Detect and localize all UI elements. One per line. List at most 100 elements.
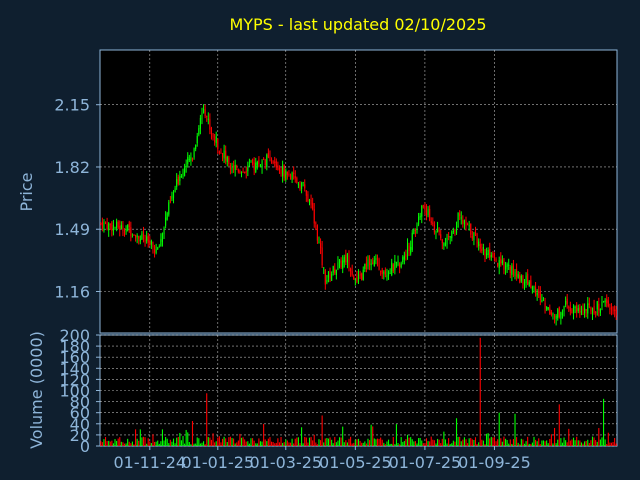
candle-body bbox=[280, 169, 282, 174]
volume-bar bbox=[364, 441, 366, 446]
volume-bars bbox=[100, 337, 617, 446]
candle-body bbox=[391, 262, 393, 275]
candle-body bbox=[201, 112, 203, 120]
candle-body bbox=[106, 224, 108, 230]
volume-bar bbox=[418, 438, 420, 446]
volume-bar bbox=[381, 439, 383, 446]
candle-body bbox=[185, 165, 187, 167]
volume-bar bbox=[120, 441, 122, 446]
candle-body bbox=[497, 263, 499, 266]
candle-body bbox=[229, 165, 231, 169]
volume-bar bbox=[606, 443, 608, 446]
price-panel bbox=[99, 49, 618, 334]
candle-body bbox=[565, 301, 567, 305]
volume-bar bbox=[119, 437, 121, 446]
volume-bar bbox=[432, 439, 434, 446]
candle-body bbox=[153, 246, 156, 253]
candle-body bbox=[591, 307, 594, 314]
candle-body bbox=[112, 224, 114, 232]
volume-bar bbox=[340, 437, 342, 446]
volume-tick-label: 60 bbox=[70, 404, 90, 423]
candle-body bbox=[275, 161, 277, 167]
volume-bar bbox=[487, 433, 489, 446]
volume-bar bbox=[572, 437, 575, 446]
candle-body bbox=[127, 224, 129, 231]
volume-bar bbox=[122, 442, 124, 446]
candle-body bbox=[233, 165, 235, 168]
candle-body bbox=[332, 266, 334, 273]
candle-body bbox=[381, 269, 383, 274]
candle-body bbox=[601, 301, 603, 307]
candle-body bbox=[259, 164, 262, 167]
volume-bar bbox=[182, 436, 184, 446]
candle-body bbox=[204, 109, 206, 117]
volume-bar bbox=[599, 439, 601, 446]
volume-bar bbox=[266, 441, 268, 446]
candle-body bbox=[599, 309, 601, 313]
volume-bar bbox=[370, 424, 372, 446]
candle-body bbox=[357, 275, 360, 282]
candle-body bbox=[440, 234, 442, 239]
volume-bar bbox=[527, 436, 529, 446]
volume-bar bbox=[237, 440, 239, 446]
candle-body bbox=[424, 206, 426, 210]
candle-body bbox=[334, 268, 336, 274]
volume-bar bbox=[323, 442, 325, 446]
volume-bar bbox=[185, 429, 187, 446]
candle-body bbox=[198, 128, 200, 135]
candle-body bbox=[206, 115, 208, 117]
candle-body bbox=[131, 236, 133, 238]
candle-body bbox=[359, 273, 361, 276]
candle-body bbox=[239, 170, 241, 174]
candle-body bbox=[179, 176, 181, 182]
volume-bar bbox=[500, 438, 502, 446]
candle-body bbox=[286, 171, 288, 175]
candle-body bbox=[270, 159, 273, 161]
volume-bar bbox=[399, 444, 401, 446]
volume-bar bbox=[465, 439, 467, 446]
volume-bar bbox=[248, 443, 250, 446]
candle-body bbox=[609, 308, 611, 310]
volume-bar bbox=[259, 441, 262, 446]
volume-bar bbox=[582, 443, 584, 446]
volume-bar bbox=[566, 442, 568, 446]
x-tick-label: 01-03-25 bbox=[249, 453, 322, 472]
volume-bar bbox=[229, 436, 231, 446]
price-axis-label: Price bbox=[17, 172, 36, 211]
candle-body bbox=[580, 311, 582, 313]
volume-bar bbox=[177, 436, 179, 446]
volume-bar bbox=[231, 438, 233, 446]
candle-body bbox=[408, 245, 410, 251]
candle-body bbox=[438, 229, 440, 232]
candle-body bbox=[256, 162, 258, 166]
candle-body bbox=[539, 291, 541, 301]
volume-bar bbox=[345, 440, 347, 446]
candle-body bbox=[296, 178, 298, 184]
candle-body bbox=[117, 221, 119, 228]
candle-body bbox=[364, 263, 366, 269]
candle-body bbox=[244, 171, 246, 173]
volume-bar bbox=[133, 444, 135, 446]
candle-body bbox=[182, 173, 184, 176]
volume-bar bbox=[158, 443, 160, 446]
volume-bar bbox=[391, 443, 393, 446]
candle-body bbox=[493, 257, 496, 261]
volume-bar bbox=[369, 440, 371, 446]
candle-body bbox=[444, 242, 447, 246]
volume-bar bbox=[429, 441, 431, 446]
volume-bar bbox=[555, 443, 557, 446]
volume-bar bbox=[553, 427, 556, 446]
candle-body bbox=[240, 171, 243, 174]
volume-bar bbox=[478, 442, 480, 446]
candle-body bbox=[614, 309, 616, 311]
volume-bar bbox=[193, 443, 195, 446]
candle-body bbox=[522, 275, 524, 285]
candle-body bbox=[312, 202, 314, 209]
candle-body bbox=[411, 232, 413, 250]
volume-bar bbox=[558, 404, 560, 446]
candle-body bbox=[508, 264, 510, 266]
volume-bar bbox=[590, 440, 592, 446]
candle-body bbox=[171, 195, 173, 199]
volume-bar bbox=[297, 437, 299, 446]
candle-body bbox=[163, 227, 165, 235]
